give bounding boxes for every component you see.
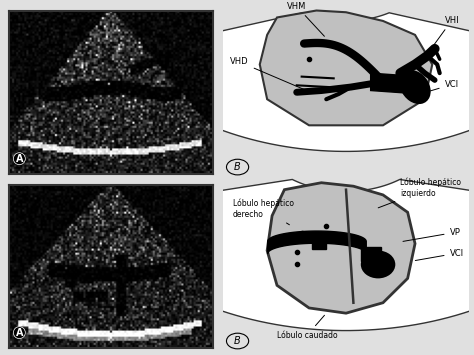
Text: A: A	[16, 328, 23, 338]
Polygon shape	[267, 183, 415, 313]
Polygon shape	[311, 235, 326, 249]
Text: VHD: VHD	[230, 58, 304, 89]
Text: B: B	[234, 336, 241, 346]
Text: VP: VP	[403, 228, 460, 241]
Text: Lóbulo hepático
izquierdo: Lóbulo hepático izquierdo	[378, 178, 461, 208]
Ellipse shape	[361, 251, 395, 278]
Text: Lóbulo caudado: Lóbulo caudado	[277, 315, 337, 339]
Text: B: B	[234, 162, 241, 172]
Text: A: A	[16, 154, 23, 164]
Polygon shape	[361, 247, 381, 261]
Polygon shape	[371, 73, 420, 94]
Text: VCI: VCI	[415, 249, 464, 261]
Text: VHM: VHM	[287, 2, 324, 36]
Text: VHI: VHI	[431, 16, 459, 48]
Ellipse shape	[400, 70, 431, 104]
Text: Lóbulo hepático
derecho: Lóbulo hepático derecho	[233, 199, 293, 225]
Polygon shape	[82, 180, 474, 331]
Text: VCI: VCI	[423, 80, 459, 93]
Polygon shape	[260, 11, 432, 125]
Polygon shape	[111, 13, 474, 151]
